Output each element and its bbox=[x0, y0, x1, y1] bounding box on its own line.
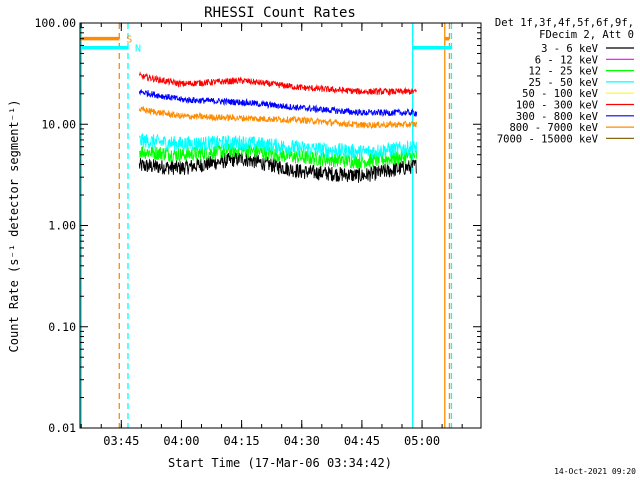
series-line bbox=[138, 105, 418, 130]
legend-label: 300 - 800 keV bbox=[516, 111, 599, 123]
legend-header-line-1: Det 1f,3f,4f,5f,6f,9f, bbox=[495, 17, 634, 29]
y-tick-label: 0.10 bbox=[48, 320, 76, 334]
legend-label: 50 - 100 keV bbox=[522, 88, 599, 100]
chart-title: RHESSI Count Rates bbox=[204, 5, 356, 21]
plot-frame bbox=[79, 22, 482, 429]
series-line bbox=[138, 133, 418, 160]
legend-label: 3 - 6 keV bbox=[541, 43, 599, 55]
legend-label: 7000 - 15000 keV bbox=[497, 133, 599, 145]
flag-label: S bbox=[126, 35, 132, 46]
x-tick-label: 04:45 bbox=[344, 434, 380, 448]
x-tick-label: 03:45 bbox=[103, 434, 139, 448]
legend-label: 800 - 7000 keV bbox=[509, 122, 598, 134]
legend-label: 100 - 300 keV bbox=[516, 100, 599, 112]
footer-timestamp: 14-Oct-2021 09:20 bbox=[554, 467, 636, 476]
legend-label: 25 - 50 keV bbox=[528, 77, 598, 89]
series-line bbox=[138, 89, 418, 118]
x-tick-label: 04:30 bbox=[284, 434, 320, 448]
series-line bbox=[139, 142, 418, 169]
series-line bbox=[138, 152, 417, 183]
y-tick-label: 100.00 bbox=[34, 16, 76, 30]
legend-header-line-2: FDecim 2, Att 0 bbox=[539, 29, 634, 41]
x-tick-label: 05:00 bbox=[404, 434, 440, 448]
y-tick-label: 10.00 bbox=[41, 117, 76, 131]
legend-label: 6 - 12 keV bbox=[535, 54, 599, 66]
y-tick-label: 0.01 bbox=[48, 421, 76, 435]
legend-label: 12 - 25 keV bbox=[528, 66, 598, 78]
series-line bbox=[138, 71, 417, 97]
x-tick-label: 04:00 bbox=[163, 434, 199, 448]
axis-ticks: 0.01 0.10 1.00 10.00 100.00 03:45 04:00 04:15 04… bbox=[34, 16, 481, 448]
flag-label: N bbox=[135, 44, 141, 55]
legend: Det 1f,3f,4f,5f,6f,9f, FDecim 2, Att 0 3… bbox=[495, 17, 634, 145]
x-tick-label: 04:15 bbox=[224, 434, 260, 448]
y-tick-label: 1.00 bbox=[48, 219, 76, 233]
x-axis-title: Start Time (17-Mar-06 03:34:42) bbox=[168, 456, 392, 470]
data-lines: SN bbox=[80, 23, 453, 428]
y-axis-title: Count Rate (s⁻¹ detector segment⁻¹) bbox=[7, 100, 21, 353]
